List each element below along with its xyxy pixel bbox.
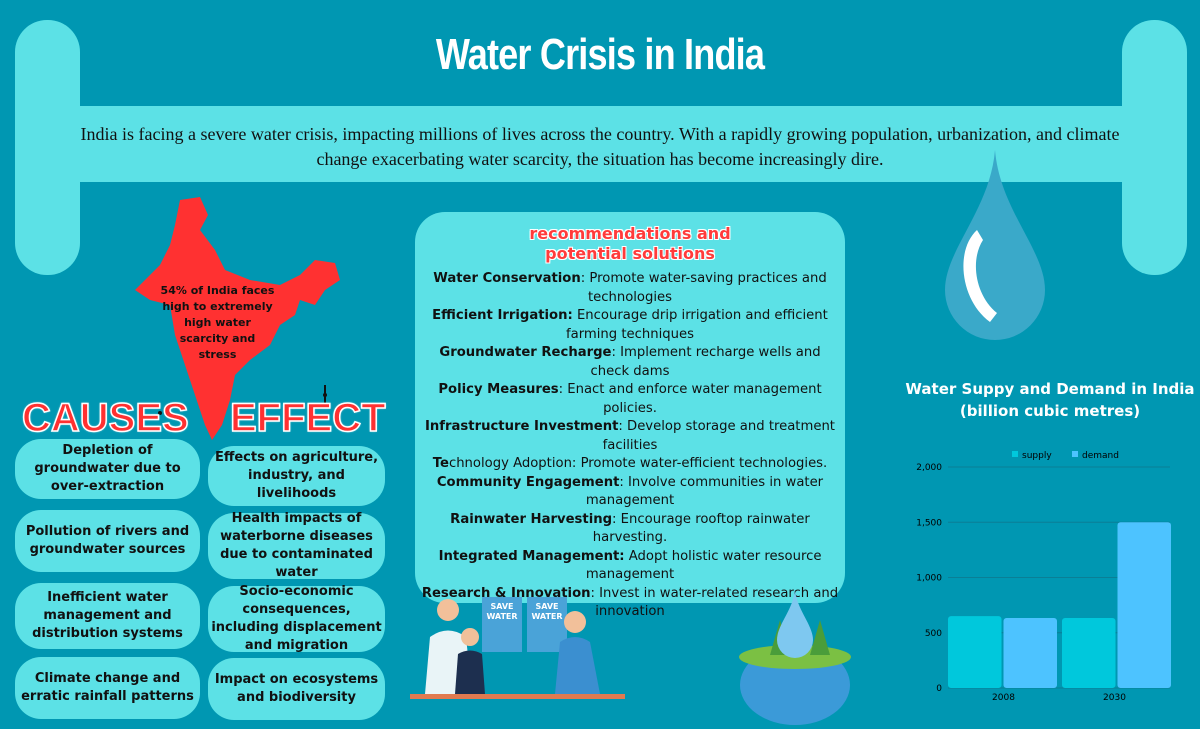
y-tick-label: 2,000 — [916, 463, 942, 473]
cause-item: Inefficient water management and distrib… — [15, 583, 200, 649]
recommendation-label: Rainwater Harvesting — [450, 511, 613, 527]
recommendation-text: : Develop storage and treatment faciliti… — [602, 419, 835, 453]
india-map — [135, 197, 340, 440]
recommendation-text: : Invest in water-related research and i… — [590, 585, 839, 620]
recommendation-label: Infrastructure Investment — [425, 419, 619, 434]
poster-text: SAVE WATER — [486, 602, 518, 621]
recommendation-text: : Promote water-saving practices and tec… — [580, 271, 827, 305]
recommendation-item: Integrated Management: Adopt holistic wa… — [419, 548, 841, 585]
recommendation-item: Community Engagement: Involve communitie… — [419, 474, 841, 511]
recommendation-text: Adopt holistic water resource management — [585, 548, 822, 583]
cause-item: Climate change and erratic rainfall patt… — [15, 657, 200, 719]
page-title: Water Crisis in India — [435, 30, 765, 79]
recommendation-text: : Involve communities in water managemen… — [585, 474, 824, 509]
recommendation-text: chnology Adoption: Promote water-efficie… — [448, 456, 828, 471]
y-tick-label: 500 — [925, 629, 942, 639]
intro-text: India is facing a severe water crisis, i… — [80, 124, 1120, 169]
effect-item: Effects on agriculture, industry, and li… — [208, 446, 385, 506]
y-tick-label: 1,000 — [916, 574, 942, 584]
recommendation-item: Infrastructure Investment: Develop stora… — [419, 418, 841, 455]
x-tick-label: 2008 — [992, 693, 1015, 703]
recommendations-title: potential solutions — [545, 244, 715, 263]
bar-supply-2008 — [948, 616, 1002, 688]
effect-item: Socio-economic consequences, including d… — [208, 584, 385, 653]
legend-label-demand: demand — [1082, 451, 1119, 461]
y-tick-label: 1,500 — [916, 518, 942, 528]
recommendations-panel: recommendations and potential solutions … — [415, 212, 845, 619]
recommendation-item: Research & Innovation: Invest in water-r… — [419, 585, 841, 622]
recommendation-item: Groundwater Recharge: Implement recharge… — [419, 344, 841, 381]
causes-heading: CAUSES — [21, 396, 189, 440]
recommendation-item: Efficient Irrigation: Encourage drip irr… — [419, 307, 841, 344]
y-tick-label: 0 — [936, 684, 942, 694]
save-water-illustration — [410, 597, 625, 699]
recommendation-text: Encourage drip irrigation and efficient … — [566, 308, 828, 342]
bar-demand-2008 — [1003, 617, 1057, 688]
effect-heading: EFFECT — [229, 396, 386, 440]
recommendation-label: Te — [432, 456, 449, 471]
recommendation-text: : Enact and enforce water management pol… — [558, 382, 822, 416]
intro-band — [15, 106, 1187, 182]
bar-demand-2030 — [1117, 522, 1171, 688]
x-tick-label: 2030 — [1103, 693, 1126, 703]
bar-supply-2030 — [1062, 617, 1116, 688]
recommendation-label: Efficient Irrigation: — [432, 308, 573, 323]
recommendation-label: Integrated Management: — [438, 548, 625, 564]
effect-item: Impact on ecosystems and biodiversity — [208, 658, 385, 720]
recommendation-item: Rainwater Harvesting: Encourage rooftop … — [419, 511, 841, 548]
cause-item: Pollution of rivers and groundwater sour… — [15, 510, 200, 572]
map-stat: 54% of India faces high to extremely hig… — [160, 284, 275, 361]
chart-title: Water Suppy and Demand in India (billion… — [905, 380, 1195, 420]
legend-swatch-supply — [1012, 451, 1018, 457]
supply-demand-chart: 0 500 1,000 1,500 2,000 2008 2030 supply demand — [916, 451, 1171, 703]
legend-swatch-demand — [1072, 451, 1078, 457]
water-drop-icon — [945, 150, 1045, 340]
recommendation-label: Community Engagement — [436, 474, 620, 490]
recommendation-label: Groundwater Recharge — [439, 345, 612, 360]
recommendation-text: : Encourage rooftop rainwater harvesting… — [592, 511, 810, 546]
poster-text: SAVE WATER — [531, 602, 563, 621]
recommendation-item: Technology Adoption: Promote water-effic… — [419, 455, 841, 474]
recommendation-text: : Implement recharge wells and check dam… — [590, 345, 821, 379]
recommendation-label: Policy Measures — [438, 382, 559, 397]
legend-label-supply: supply — [1022, 451, 1052, 461]
recommendation-item: Policy Measures: Enact and enforce water… — [419, 381, 841, 418]
recommendations-title: recommendations and — [529, 224, 731, 243]
recommendation-label: Water Conservation — [433, 271, 581, 286]
effect-item: Health impacts of waterborne diseases du… — [208, 511, 385, 580]
recommendation-label: Research & Innovation — [421, 585, 591, 601]
earth-drop-icon — [739, 590, 851, 725]
recommendation-item: Water Conservation: Promote water-saving… — [419, 270, 841, 307]
cause-item: Depletion of groundwater due to over-ext… — [15, 439, 200, 499]
